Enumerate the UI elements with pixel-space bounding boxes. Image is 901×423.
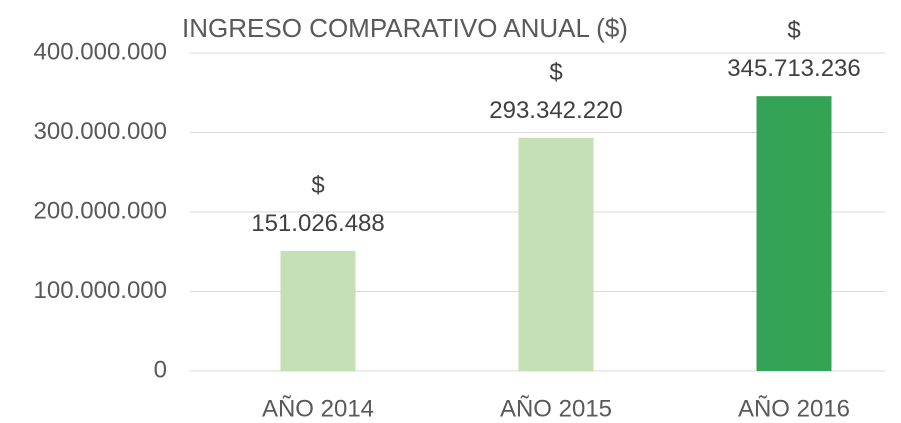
bar bbox=[518, 137, 594, 371]
y-tick-label: 300.000.000 bbox=[34, 118, 167, 145]
y-tick-label: 100.000.000 bbox=[34, 277, 167, 304]
x-tick-label: AÑO 2016 bbox=[738, 395, 850, 422]
bar bbox=[280, 250, 356, 371]
x-tick-label: AÑO 2015 bbox=[500, 395, 612, 422]
data-label: $ 293.342.220 bbox=[489, 58, 623, 124]
data-label-box: $ 293.342.220 bbox=[489, 58, 623, 124]
x-tick-label: AÑO 2014 bbox=[262, 395, 374, 422]
bar bbox=[756, 96, 832, 372]
y-tick-label: 200.000.000 bbox=[34, 197, 167, 224]
data-label-box: $ 345.713.236 bbox=[727, 17, 861, 83]
data-label: $ 345.713.236 bbox=[727, 17, 861, 83]
data-label: $ 151.026.488 bbox=[251, 171, 385, 237]
chart-title: INGRESO COMPARATIVO ANUAL ($) bbox=[182, 13, 628, 43]
y-tick-label: 0 bbox=[154, 356, 167, 383]
data-label-box: $ 151.026.488 bbox=[251, 171, 385, 237]
y-tick-label: 400.000.000 bbox=[34, 38, 167, 65]
